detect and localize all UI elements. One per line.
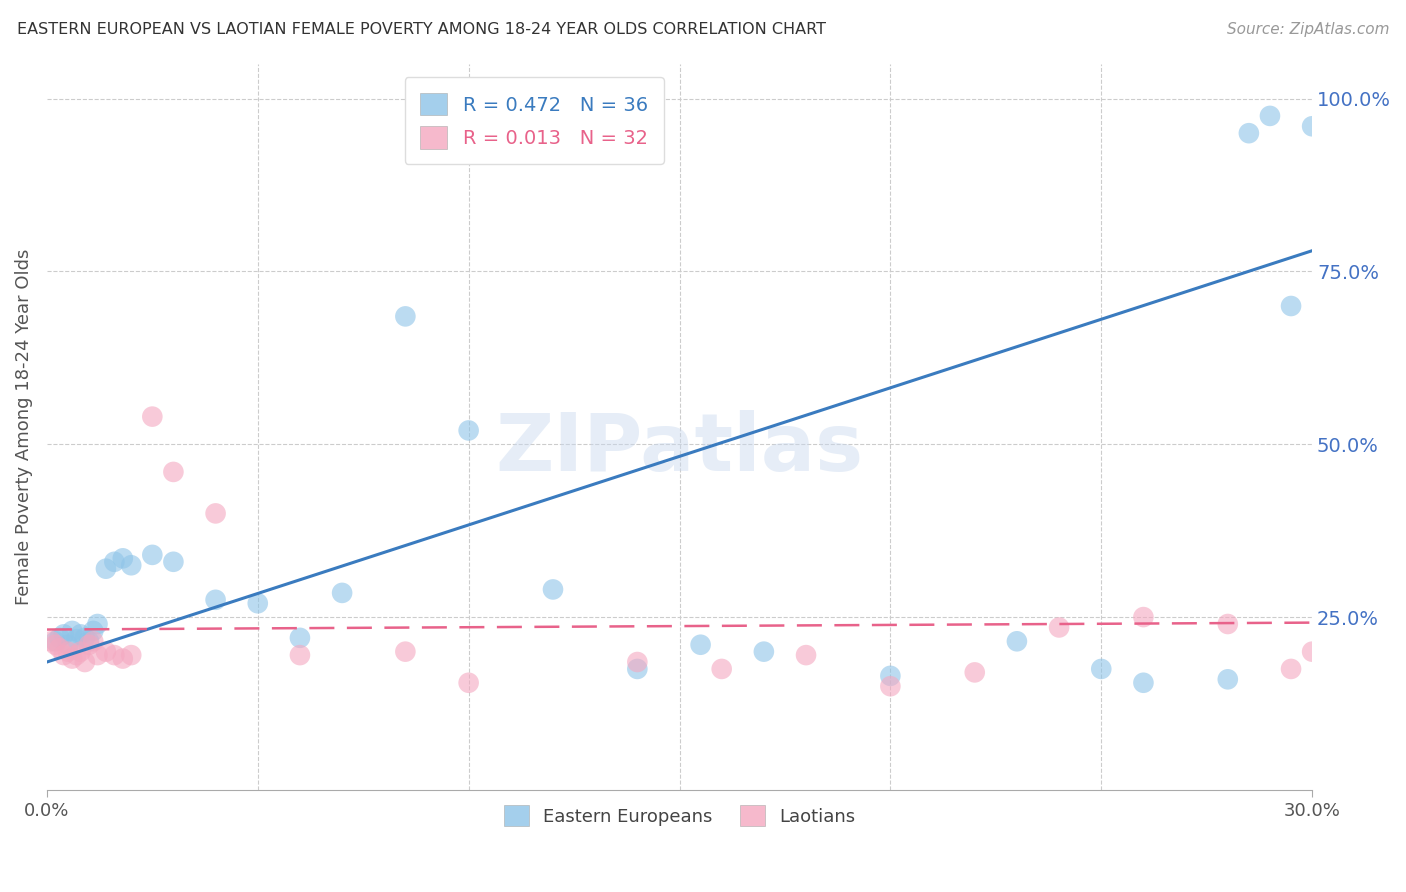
Point xyxy=(1047,620,1070,634)
Point xyxy=(1132,675,1154,690)
Point xyxy=(1132,610,1154,624)
Point xyxy=(94,562,117,576)
Point xyxy=(246,596,269,610)
Point xyxy=(77,638,100,652)
Point xyxy=(52,627,75,641)
Point xyxy=(60,624,83,638)
Point xyxy=(394,645,416,659)
Point xyxy=(541,582,564,597)
Point xyxy=(1216,617,1239,632)
Point xyxy=(457,675,479,690)
Point xyxy=(44,634,66,648)
Point xyxy=(162,555,184,569)
Point xyxy=(1279,299,1302,313)
Point xyxy=(162,465,184,479)
Point xyxy=(689,638,711,652)
Point xyxy=(141,409,163,424)
Point xyxy=(44,638,66,652)
Point xyxy=(77,634,100,648)
Point xyxy=(103,555,125,569)
Point xyxy=(204,507,226,521)
Point xyxy=(1090,662,1112,676)
Point xyxy=(204,592,226,607)
Point xyxy=(288,648,311,662)
Point xyxy=(73,631,96,645)
Point xyxy=(752,645,775,659)
Point xyxy=(48,631,70,645)
Point xyxy=(65,648,87,662)
Point xyxy=(111,651,134,665)
Point xyxy=(141,548,163,562)
Point xyxy=(330,586,353,600)
Point xyxy=(86,617,108,632)
Point xyxy=(794,648,817,662)
Legend: Eastern Europeans, Laotians: Eastern Europeans, Laotians xyxy=(495,797,865,835)
Text: EASTERN EUROPEAN VS LAOTIAN FEMALE POVERTY AMONG 18-24 YEAR OLDS CORRELATION CHA: EASTERN EUROPEAN VS LAOTIAN FEMALE POVER… xyxy=(17,22,825,37)
Point xyxy=(626,655,648,669)
Point xyxy=(73,655,96,669)
Point xyxy=(394,310,416,324)
Point xyxy=(879,669,901,683)
Point xyxy=(56,645,79,659)
Point xyxy=(86,648,108,662)
Point xyxy=(710,662,733,676)
Point xyxy=(1301,645,1323,659)
Text: ZIPatlas: ZIPatlas xyxy=(495,409,863,488)
Point xyxy=(1279,662,1302,676)
Point xyxy=(52,648,75,662)
Point xyxy=(120,648,142,662)
Point xyxy=(60,651,83,665)
Point xyxy=(1216,673,1239,687)
Point xyxy=(94,645,117,659)
Point xyxy=(457,424,479,438)
Point xyxy=(48,641,70,656)
Point xyxy=(1301,120,1323,134)
Point xyxy=(82,624,104,638)
Y-axis label: Female Poverty Among 18-24 Year Olds: Female Poverty Among 18-24 Year Olds xyxy=(15,249,32,605)
Point xyxy=(39,634,62,648)
Point xyxy=(288,631,311,645)
Point xyxy=(963,665,986,680)
Point xyxy=(111,551,134,566)
Point xyxy=(626,662,648,676)
Text: Source: ZipAtlas.com: Source: ZipAtlas.com xyxy=(1226,22,1389,37)
Point xyxy=(103,648,125,662)
Point xyxy=(65,632,87,647)
Point xyxy=(1005,634,1028,648)
Point xyxy=(120,558,142,573)
Point xyxy=(82,634,104,648)
Point xyxy=(56,638,79,652)
Point xyxy=(1258,109,1281,123)
Point xyxy=(1237,126,1260,140)
Point xyxy=(69,645,91,659)
Point xyxy=(69,627,91,641)
Point xyxy=(879,679,901,693)
